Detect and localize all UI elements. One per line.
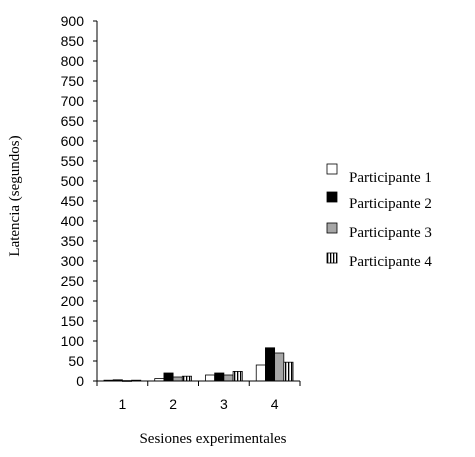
y-tick-label: 250 xyxy=(61,273,85,289)
y-tick-label: 450 xyxy=(61,193,85,209)
y-tick-label: 850 xyxy=(61,33,85,49)
bar-session-4-participant-4 xyxy=(283,361,294,382)
legend: Participante 1 Participante 2 Participante… xyxy=(326,163,432,270)
bar-session-2-participant-3 xyxy=(172,376,183,382)
axes xyxy=(96,21,300,382)
x-tick-label: 2 xyxy=(169,396,177,412)
y-tick-label: 650 xyxy=(61,113,85,129)
legend-label-participant-2: Participante 2 xyxy=(349,196,432,212)
legend-swatch-participant-3 xyxy=(326,222,338,234)
x-tick-label: 1 xyxy=(118,396,126,412)
y-tick-label: 700 xyxy=(61,93,85,109)
x-tick-label: 3 xyxy=(220,396,228,412)
y-tick-label: 350 xyxy=(61,233,85,249)
bar-session-2-participant-2 xyxy=(163,372,174,382)
y-axis-ticks: 0 50 100 150 200 250 300 350 400 450 500 550 600 650 7… xyxy=(61,13,97,389)
y-tick-label: 900 xyxy=(61,13,85,29)
y-tick-label: 800 xyxy=(61,53,85,69)
bar-session-3-participant-2 xyxy=(214,372,225,382)
y-tick-label: 600 xyxy=(61,133,85,149)
bar-session-3-participant-4 xyxy=(232,370,243,382)
legend-swatch-participant-2 xyxy=(326,191,338,203)
y-tick-label: 200 xyxy=(61,293,85,309)
y-tick-label: 400 xyxy=(61,213,85,229)
legend-label-participant-3: Participante 3 xyxy=(349,225,432,241)
y-tick-label: 50 xyxy=(68,353,84,369)
x-axis-title: Sesiones experimentales xyxy=(139,431,286,447)
y-tick-label: 300 xyxy=(61,253,85,269)
y-tick-label: 150 xyxy=(61,313,85,329)
y-tick-label: 500 xyxy=(61,173,85,189)
y-tick-label: 100 xyxy=(61,333,85,349)
bar-session-3-participant-1 xyxy=(205,374,216,382)
y-tick-label: 750 xyxy=(61,73,85,89)
bars xyxy=(103,347,294,382)
legend-label-participant-4: Participante 4 xyxy=(349,254,432,270)
y-axis-title: Latencia (segundos) xyxy=(7,135,23,256)
bar-session-3-participant-3 xyxy=(223,374,234,382)
x-tick-label: 4 xyxy=(271,396,279,412)
bar-session-4-participant-1 xyxy=(255,364,266,382)
bar-session-4-participant-2 xyxy=(265,347,276,382)
y-tick-label: 550 xyxy=(61,153,85,169)
legend-label-participant-1: Participante 1 xyxy=(349,170,432,186)
y-tick-label: 0 xyxy=(76,373,84,389)
bar-session-2-participant-4 xyxy=(181,375,192,382)
x-axis-ticks: 1 2 3 4 xyxy=(96,381,301,412)
bar-session-4-participant-3 xyxy=(274,352,285,382)
legend-swatch-participant-4 xyxy=(326,252,338,264)
legend-swatch-participant-1 xyxy=(326,163,338,175)
